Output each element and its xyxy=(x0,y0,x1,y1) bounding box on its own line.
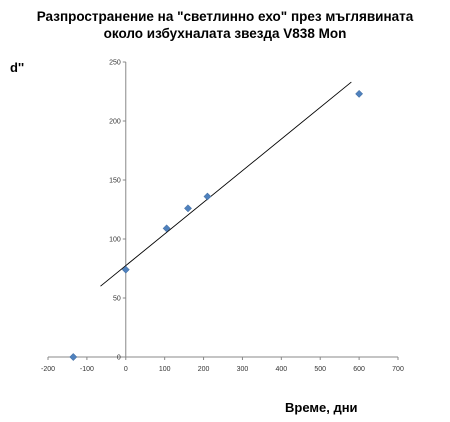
x-tick-label: 500 xyxy=(314,366,326,373)
trendline-group xyxy=(100,81,352,287)
x-tick-label: 200 xyxy=(198,366,210,373)
y-tick-label: 200 xyxy=(109,119,121,126)
y-tick-label: 150 xyxy=(109,178,121,185)
y-axis-label: d'' xyxy=(10,60,25,75)
y-tick-label: 50 xyxy=(113,296,121,303)
y-tick-label: 0 xyxy=(117,355,121,362)
y-tick-label: 100 xyxy=(109,237,121,244)
x-axis-label: Време, дни xyxy=(285,400,358,415)
x-tick-label: 600 xyxy=(353,366,365,373)
data-point xyxy=(162,224,171,233)
chart-axes: -200 -100 0 100 200 300 400 500 600 700 0 50 100 150 2… xyxy=(41,60,404,374)
data-point xyxy=(184,204,192,213)
y-tick-label: 250 xyxy=(109,60,121,67)
data-point xyxy=(69,353,78,361)
trendline xyxy=(100,81,352,287)
chart-title: Разпространение на "светлинно ехо" през … xyxy=(0,8,450,42)
x-tick-label: 700 xyxy=(392,366,404,373)
data-point xyxy=(355,89,364,98)
x-tick-label: 300 xyxy=(237,366,249,373)
chart-title-line1: Разпространение на "светлинно ехо" през … xyxy=(36,9,414,24)
x-tick-label: 0 xyxy=(124,366,128,373)
data-point xyxy=(121,265,130,274)
x-tick-label: -200 xyxy=(41,366,55,373)
chart-title-line2: около избухналата звезда V838 Mon xyxy=(103,26,347,41)
data-points xyxy=(69,89,364,361)
x-tick-label: -100 xyxy=(80,366,94,373)
x-tick-label: 400 xyxy=(275,366,287,373)
data-point xyxy=(203,192,212,201)
x-tick-label: 100 xyxy=(159,366,171,373)
